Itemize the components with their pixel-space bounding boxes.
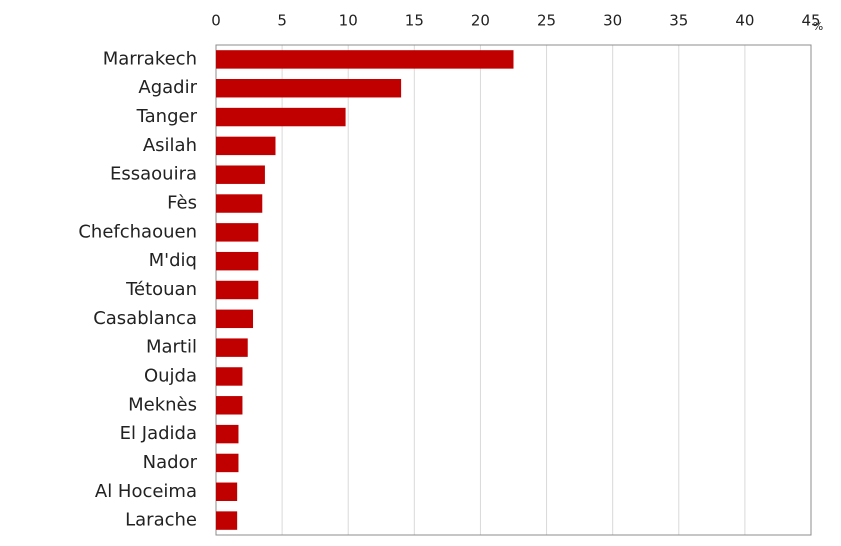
y-tick-label: Nador <box>143 452 198 473</box>
bar <box>216 165 265 184</box>
x-tick-label: 0 <box>211 12 221 30</box>
bar <box>216 396 243 415</box>
y-tick-label: Agadir <box>138 77 197 98</box>
y-tick-label: Oujda <box>144 365 197 386</box>
bar <box>216 107 346 127</box>
bar <box>216 50 514 69</box>
y-tick-label: Casablanca <box>93 308 197 329</box>
y-tick-label: Marrakech <box>103 48 197 69</box>
y-tick-label: Larache <box>125 510 197 531</box>
y-tick-label: Chefchaouen <box>78 221 197 242</box>
y-tick-label: Fès <box>167 193 197 214</box>
bar <box>216 367 243 386</box>
bar <box>216 194 263 213</box>
bar <box>216 251 259 271</box>
bar <box>216 338 248 357</box>
y-tick-label: El Jadida <box>120 423 197 444</box>
x-tick-label: 5 <box>277 12 287 30</box>
y-tick-label: Asilah <box>143 135 197 156</box>
bar <box>216 280 259 300</box>
y-tick-label: Essaouira <box>110 164 197 185</box>
x-tick-label: 30 <box>603 12 622 30</box>
bar <box>216 309 254 329</box>
y-tick-label: Martil <box>146 337 197 358</box>
y-tick-label: Meknès <box>128 394 197 415</box>
x-tick-label: 15 <box>405 12 424 30</box>
bar <box>216 223 259 242</box>
y-tick-label: Tanger <box>136 106 198 127</box>
axis-unit: % <box>813 20 823 33</box>
bar <box>216 136 276 156</box>
x-tick-label: 45 <box>801 12 820 30</box>
x-tick-label: 25 <box>537 12 556 30</box>
x-tick-label: 20 <box>471 12 490 30</box>
x-tick-label: 35 <box>669 12 688 30</box>
bar <box>216 511 238 530</box>
y-tick-label: Al Hoceima <box>95 481 197 502</box>
bar <box>216 79 402 98</box>
x-tick-label: 10 <box>339 12 358 30</box>
bar <box>216 424 239 444</box>
y-tick-label: Tétouan <box>125 279 197 300</box>
y-tick-label: M'diq <box>149 250 197 271</box>
bar <box>216 453 239 473</box>
bar <box>216 482 238 501</box>
x-tick-label: 40 <box>735 12 754 30</box>
